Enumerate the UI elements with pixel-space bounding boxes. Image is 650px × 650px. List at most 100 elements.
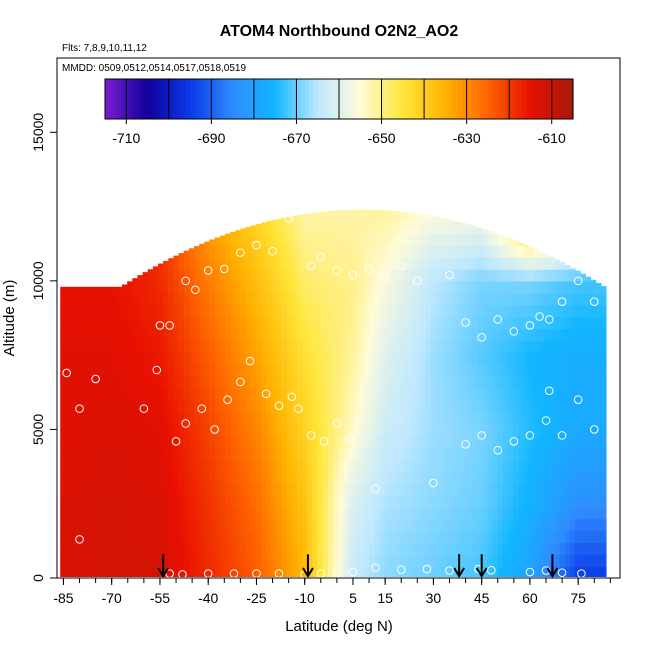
heatmap-cell <box>85 286 92 294</box>
heatmap-cell <box>204 304 211 318</box>
heatmap-cell <box>91 423 97 437</box>
heatmap-cell <box>199 375 206 389</box>
heatmap-cell <box>410 482 417 496</box>
heatmap-cell <box>394 340 401 353</box>
heatmap-cell <box>240 316 247 330</box>
heatmap-cell <box>271 506 278 520</box>
heatmap-cell <box>173 280 180 294</box>
heatmap-cell <box>80 340 87 353</box>
heatmap-cell <box>291 304 298 318</box>
heatmap-cell <box>271 530 278 544</box>
heatmap-cell <box>405 375 411 389</box>
heatmap-cell <box>528 247 535 258</box>
heatmap-cell <box>111 435 118 448</box>
heatmap-cell <box>564 530 571 544</box>
heatmap-cell <box>173 554 180 567</box>
heatmap-cell <box>60 435 67 448</box>
heatmap-cell <box>358 542 365 555</box>
heatmap-cell <box>343 316 350 330</box>
heatmap-cell <box>327 352 334 365</box>
heatmap-cell <box>569 447 576 460</box>
heatmap-cell <box>322 211 329 223</box>
heatmap-cell <box>369 518 375 532</box>
heatmap-cell <box>276 459 283 472</box>
heatmap-cell <box>183 506 190 520</box>
heatmap-cell <box>188 316 195 330</box>
heatmap-cell <box>188 352 195 365</box>
heatmap-cell <box>508 423 514 437</box>
heatmap-cell <box>358 506 365 520</box>
heatmap-cell <box>513 411 520 425</box>
colorbar-cell <box>309 79 315 119</box>
heatmap-cell <box>415 375 422 389</box>
heatmap-cell <box>142 316 149 330</box>
heatmap-cell <box>111 518 118 532</box>
heatmap-cell <box>333 518 339 532</box>
heatmap-cell <box>214 518 221 532</box>
heatmap-cell <box>127 506 133 520</box>
heatmap-cell <box>523 471 530 484</box>
heatmap-cell <box>363 268 370 282</box>
heatmap-cell <box>502 375 509 389</box>
heatmap-cell <box>163 352 170 365</box>
heatmap-cell <box>245 399 252 413</box>
heatmap-cell <box>296 530 303 544</box>
heatmap-cell <box>281 518 288 532</box>
heatmap-cell <box>194 542 200 555</box>
heatmap-cell <box>554 352 561 365</box>
sample-point <box>284 214 293 223</box>
heatmap-cell <box>379 447 386 460</box>
heatmap-cell <box>585 387 592 401</box>
heatmap-cell <box>425 542 432 555</box>
heatmap-cell <box>338 210 345 223</box>
heatmap-cell <box>60 328 67 341</box>
heatmap-cell <box>271 233 278 246</box>
heatmap-cell <box>96 482 103 496</box>
colorbar-cell <box>449 79 455 119</box>
heatmap-cell <box>487 352 494 365</box>
colorbar-cell <box>126 79 132 119</box>
heatmap-cell <box>204 459 211 472</box>
heatmap-cell <box>456 399 463 413</box>
heatmap-cell <box>379 233 386 246</box>
heatmap-cell <box>533 542 540 555</box>
heatmap-cell <box>307 518 314 532</box>
heatmap-cell <box>466 494 473 508</box>
sample-point <box>191 285 200 295</box>
heatmap-cell <box>435 233 442 246</box>
heatmap-cell <box>152 506 159 520</box>
profile-arrow <box>475 554 488 578</box>
heatmap-cell <box>91 566 97 577</box>
heatmap-cell <box>80 447 87 460</box>
sample-point <box>245 356 255 366</box>
heatmap-cell <box>260 292 267 306</box>
heatmap-cell <box>425 518 432 532</box>
heatmap-cell <box>65 482 72 496</box>
heatmap-cell <box>276 364 283 377</box>
heatmap-cell <box>559 542 566 555</box>
heatmap-cell <box>585 506 592 520</box>
heatmap-cell <box>384 459 391 472</box>
heatmap-cell <box>75 482 82 496</box>
heatmap-cell <box>302 257 308 270</box>
heatmap-cell <box>415 435 422 448</box>
colorbar-cell <box>219 79 225 119</box>
sample-point <box>413 276 422 286</box>
heatmap-cell <box>65 554 72 567</box>
heatmap-cell <box>502 542 509 555</box>
heatmap-cell <box>111 494 118 508</box>
heatmap-cell <box>420 435 427 448</box>
heatmap-cell <box>472 364 478 377</box>
heatmap-cell <box>317 328 324 341</box>
heatmap-cell <box>85 340 92 353</box>
heatmap-cell <box>466 328 473 341</box>
heatmap-cell <box>482 482 489 496</box>
heatmap-cell <box>168 459 175 472</box>
heatmap-cell <box>446 518 453 532</box>
heatmap-cell <box>369 268 375 282</box>
heatmap-cell <box>482 518 489 532</box>
heatmap-cell <box>276 518 283 532</box>
heatmap-cell <box>374 506 381 520</box>
colorbar-cell <box>139 79 144 119</box>
heatmap-cell <box>230 257 236 270</box>
